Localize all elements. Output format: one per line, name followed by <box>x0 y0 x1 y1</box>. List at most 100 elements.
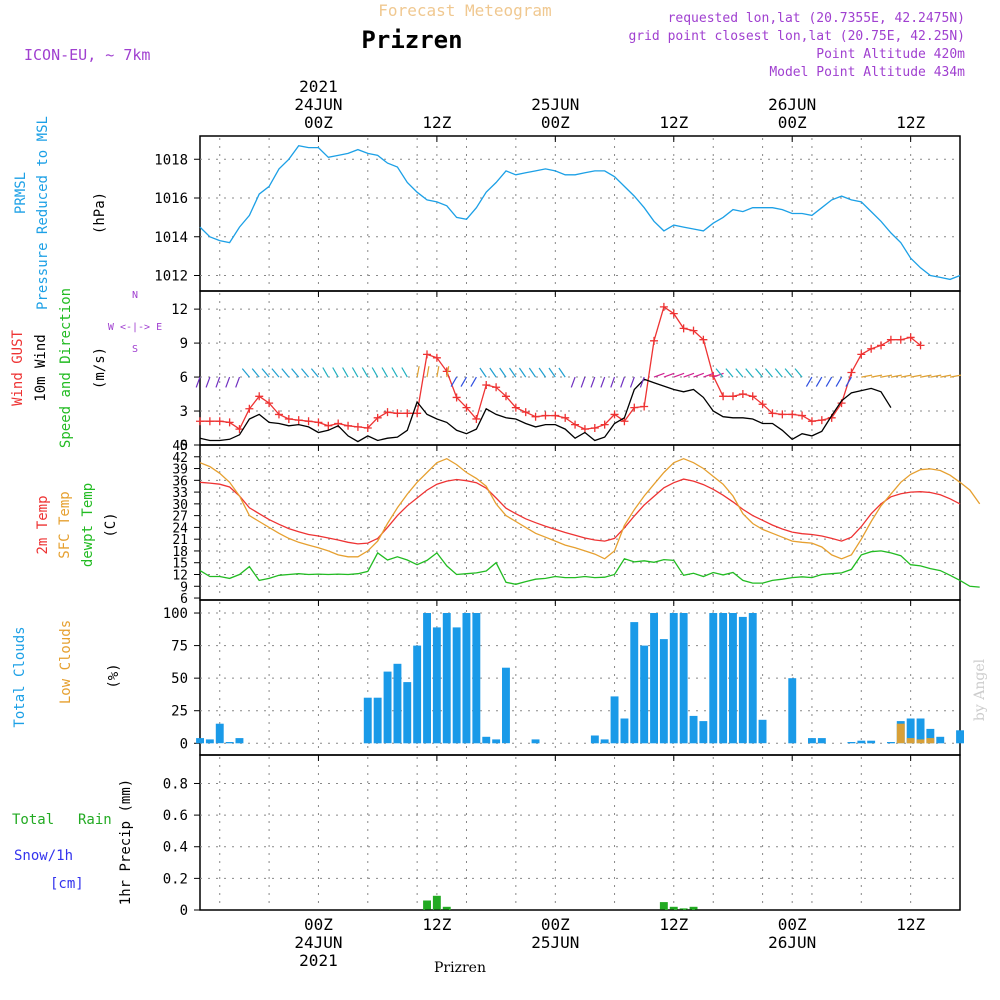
precip-panel: 0 0.2 0.4 0.6 0.8 <box>163 754 961 919</box>
wind-arrow <box>639 376 645 388</box>
low-clouds-label: Low Clouds <box>58 620 74 704</box>
cloud-bar <box>452 627 461 744</box>
grid-point-coords: grid point closest lon,lat (20.75E, 42.2… <box>628 29 965 44</box>
wind-arrow <box>322 367 329 378</box>
wind-arrow <box>570 376 576 388</box>
cloud-bar <box>590 735 599 744</box>
y-tick-label: 36 <box>172 474 188 489</box>
cloud-bar <box>847 742 856 744</box>
gust-marker <box>324 421 333 430</box>
cloud-bar <box>482 736 491 744</box>
gust-marker <box>472 414 481 423</box>
series-line-sfc-temp <box>199 457 981 560</box>
gust-marker <box>896 335 905 344</box>
y-tick-label: 33 <box>172 486 188 501</box>
gust-marker <box>215 417 224 426</box>
wind-label: 10m Wind <box>33 334 49 401</box>
gust-marker <box>314 418 323 427</box>
gust-marker <box>373 413 382 422</box>
top-time-label: 00Z <box>778 113 807 132</box>
y-tick-label: 0.4 <box>163 840 188 856</box>
wind-dir-label: Speed and Direction <box>58 288 74 448</box>
wind-arrow <box>351 367 359 378</box>
top-time-label: 00Z <box>304 113 333 132</box>
wind-arrow <box>693 372 705 378</box>
gust-marker <box>413 409 422 418</box>
y-tick-label: 27 <box>172 510 188 525</box>
wind-arrow <box>446 366 450 378</box>
wind-arrow <box>548 367 556 378</box>
wind-arrow <box>558 367 566 378</box>
wind-arrow <box>880 374 893 378</box>
precip-panel-labels: Total Rain Snow/1h [cm] 1hr Precip (mm) <box>12 779 134 905</box>
series-line-prmsl <box>199 144 961 281</box>
y-tick-label: 0 <box>180 438 188 454</box>
gust-marker <box>679 324 688 333</box>
pressure-label-1: PRMSL <box>13 172 29 214</box>
compass-north: N <box>132 290 138 301</box>
wind-arrow <box>460 376 468 387</box>
y-tick-label: 100 <box>163 606 188 622</box>
gust-marker <box>650 336 659 345</box>
bottom-time-label: 25JUN <box>531 933 579 952</box>
pressure-panel-labels: PRMSL Pressure Reduced to MSL (hPa) <box>13 116 108 310</box>
cloud-bar <box>867 740 876 744</box>
bottom-time-label: 26JUN <box>768 933 816 952</box>
wind-arrow <box>610 376 616 388</box>
cloud-bar <box>936 736 945 744</box>
y-tick-label: 50 <box>171 671 188 687</box>
wind-arrow <box>361 367 369 378</box>
cloud-bar <box>472 613 481 744</box>
gust-marker <box>728 392 737 401</box>
cloud-bar <box>887 742 895 744</box>
y-tick-label: 1014 <box>154 230 188 246</box>
cloud-bar <box>689 715 698 744</box>
y-tick-label: 9 <box>180 336 188 352</box>
series-line-10m-wind <box>199 378 892 443</box>
cloud-bar <box>669 613 678 744</box>
y-tick-label: 18 <box>172 545 188 560</box>
gust-marker <box>492 383 501 392</box>
rain-bar <box>659 902 668 910</box>
wind-arrow <box>291 368 300 378</box>
wind-arrow <box>629 376 635 388</box>
low-cloud-bar <box>916 739 925 744</box>
gust-marker <box>393 409 402 418</box>
wind-arrow <box>745 368 754 378</box>
location-title: Prizren <box>361 26 462 54</box>
wind-arrow <box>620 376 625 388</box>
cloud-bar <box>640 645 649 744</box>
total-label: Total <box>12 812 54 828</box>
cloud-bar <box>393 663 402 744</box>
cloud-bar <box>857 740 866 744</box>
y-tick-label: 42 <box>172 451 188 466</box>
cloud-bar <box>788 678 797 744</box>
snow-unit: [cm] <box>50 876 84 892</box>
gust-marker <box>531 412 540 421</box>
series-line-dewpt-temp <box>199 550 980 588</box>
gust-marker <box>265 399 274 408</box>
gust-marker <box>798 411 807 420</box>
wind-arrow <box>900 374 912 378</box>
rain-label: Rain <box>78 812 112 828</box>
wind-arrow <box>528 367 537 378</box>
y-tick-label: 3 <box>180 404 188 420</box>
wind-arrow <box>774 368 783 378</box>
cloud-bar <box>758 719 767 744</box>
y-tick-label: 12 <box>172 568 188 583</box>
wind-arrow <box>930 374 942 378</box>
wind-arrow <box>342 367 349 378</box>
y-tick-label: 15 <box>172 557 188 572</box>
wind-arrow <box>538 367 546 378</box>
y-tick-label: 24 <box>172 521 188 536</box>
cloud-bar <box>383 671 392 744</box>
cloud-bar <box>620 718 629 744</box>
top-time-label: 12Z <box>896 113 925 132</box>
gust-marker <box>452 393 461 402</box>
gust-marker <box>255 392 264 401</box>
gust-marker <box>235 425 244 434</box>
gust-marker <box>867 344 876 353</box>
wind-arrow <box>845 376 852 387</box>
